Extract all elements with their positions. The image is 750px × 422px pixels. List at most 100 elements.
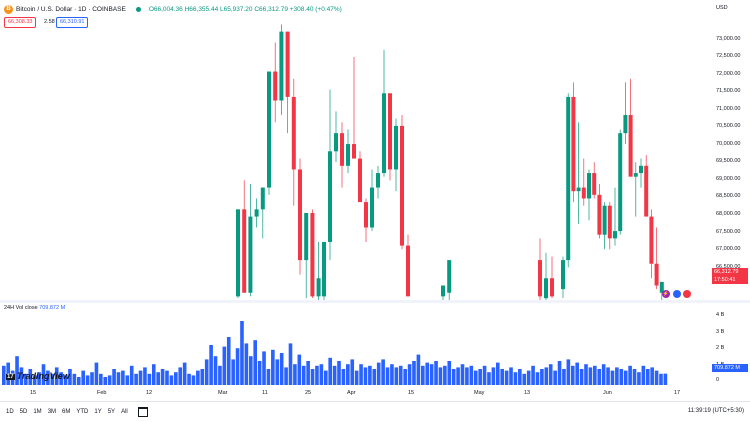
volume-bar[interactable] [363,367,368,385]
volume-bar[interactable] [72,373,77,385]
candle-body[interactable] [394,125,398,170]
candle-body[interactable] [550,278,554,297]
volume-bar[interactable] [46,370,50,385]
candle-body[interactable] [388,93,392,170]
candle-body[interactable] [628,115,633,177]
candle-body[interactable] [607,205,612,239]
candle-body[interactable] [273,71,278,101]
candle-body[interactable] [316,278,321,297]
calendar-icon[interactable] [137,407,148,417]
volume-bar[interactable] [266,369,271,385]
volume-bar[interactable] [271,349,275,385]
candle-body[interactable] [340,133,344,166]
volume-bar[interactable] [372,369,377,385]
volume-bar[interactable] [301,365,306,385]
time-axis[interactable]: 15 Feb 12 Mar 11 25 Apr 15 May 13 Jun 17 [0,387,710,399]
candle-body[interactable] [544,278,548,299]
volume-bar[interactable] [37,372,41,385]
volume-bar[interactable] [509,367,513,385]
candle-body[interactable] [376,173,380,188]
candle-body[interactable] [322,241,326,297]
volume-bar[interactable] [500,369,505,385]
volume-bar[interactable] [416,354,421,385]
volume-bar[interactable] [297,354,302,385]
volume-bar[interactable] [85,375,90,385]
volume-bar[interactable] [597,369,602,385]
range-button-1m[interactable]: 1M [33,409,42,415]
volume-bar[interactable] [421,365,425,385]
candle-body[interactable] [254,209,259,217]
volume-bar[interactable] [601,364,606,385]
price-axis[interactable]: USD 73,000.00 72,500.00 72,000.00 71,500.00… [710,0,750,300]
volume-bar[interactable] [59,372,63,385]
volume-bar[interactable] [187,373,191,385]
volume-bar[interactable] [240,321,244,385]
volume-bar[interactable] [328,357,332,385]
volume-bar[interactable] [628,365,632,385]
volume-bar[interactable] [165,370,169,385]
range-button-1y[interactable]: 1Y [94,409,102,415]
volume-bar[interactable] [257,361,262,385]
candle-body[interactable] [291,96,296,170]
candle-body[interactable] [566,96,571,261]
volume-bar[interactable] [196,370,200,385]
candle-body[interactable] [581,187,586,199]
volume-bar[interactable] [460,364,465,385]
candle-body[interactable] [236,209,240,297]
range-button-ytd[interactable]: YTD [76,409,89,415]
range-button-6m[interactable]: 6M [62,409,71,415]
volume-bar[interactable] [615,367,619,385]
candle-body[interactable] [285,31,290,97]
candle-body[interactable] [334,133,338,152]
candle-body[interactable] [304,212,309,261]
volume-bar[interactable] [412,361,416,385]
lightning-event-icon[interactable]: ⚡ [662,290,670,298]
volume-bar[interactable] [134,373,138,385]
volume-bar[interactable] [63,375,68,385]
volume-bar[interactable] [619,369,624,385]
volume-bar[interactable] [526,370,531,385]
volume-bar[interactable] [381,359,385,385]
volume-bar[interactable] [535,372,540,385]
candle-body[interactable] [623,115,628,134]
volume-bar[interactable] [337,361,341,385]
volume-bar[interactable] [288,343,293,385]
volume-bar[interactable] [548,364,553,385]
candle-body[interactable] [561,260,565,290]
volume-bar[interactable] [632,369,637,385]
volume-bar[interactable] [143,367,147,385]
volume-bar[interactable] [663,373,668,385]
volume-bar[interactable] [54,367,59,385]
volume-bar[interactable] [279,353,284,385]
volume-bar[interactable] [637,372,641,385]
symbol-title[interactable]: Bitcoin / U.S. Dollar · 1D · COINBASE [16,5,126,13]
volume-bar[interactable] [407,364,412,385]
volume-bar[interactable] [354,370,359,385]
volume-bar[interactable] [456,367,460,385]
volume-bar[interactable] [284,367,288,385]
volume-bar[interactable] [315,365,319,385]
volume-bar[interactable] [588,367,593,385]
volume-bar[interactable] [518,369,522,385]
volume-bar[interactable] [76,377,81,385]
volume-bar[interactable] [244,343,249,385]
volume-bar[interactable] [293,364,297,385]
volume-bar[interactable] [522,373,527,385]
volume-bar[interactable] [218,365,222,385]
range-button-3m[interactable]: 3M [47,409,57,415]
volume-bar[interactable] [491,367,496,385]
volume-bar[interactable] [654,370,659,385]
volume-bar[interactable] [81,370,86,385]
volume-bar[interactable] [341,369,346,385]
volume-axis[interactable]: 4 B3 B2 B1 B0 [710,305,750,390]
volume-bar[interactable] [394,367,399,385]
volume-bar[interactable] [94,362,99,385]
candle-body[interactable] [633,173,638,177]
volume-bar[interactable] [174,372,178,385]
volume-bar[interactable] [610,370,615,385]
volume-bar[interactable] [531,365,535,385]
volume-bar[interactable] [200,369,205,385]
volume-bar[interactable] [443,365,447,385]
candle-body[interactable] [571,96,576,192]
volume-bar[interactable] [346,364,350,385]
